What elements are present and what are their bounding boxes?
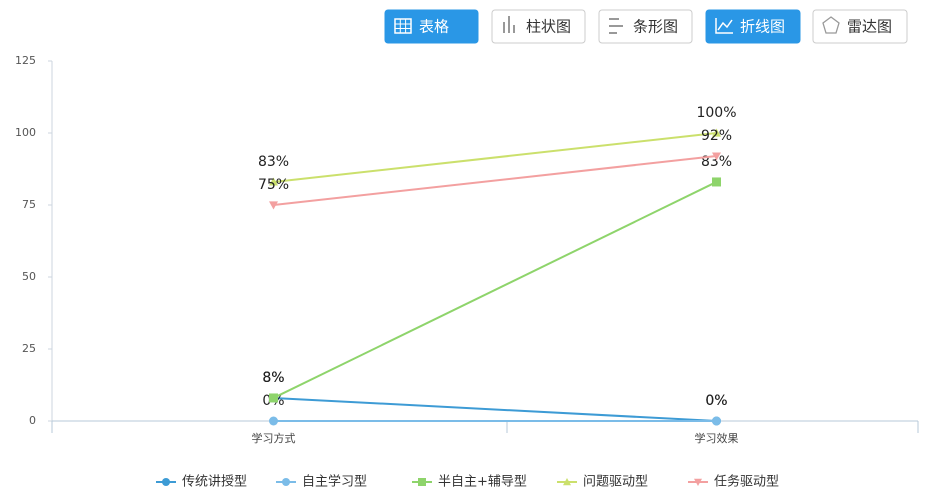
- data-label: 75%: [258, 177, 289, 193]
- data-label: 8%: [262, 370, 284, 386]
- legend-label: 问题驱动型: [583, 475, 648, 490]
- legend-item[interactable]: 自主学习型: [276, 474, 367, 490]
- legend-item[interactable]: 半自主+辅导型: [412, 475, 527, 490]
- icon: [395, 19, 411, 33]
- x-tick-label: 学习效果: [695, 431, 739, 445]
- button-label: 雷达图: [847, 18, 892, 36]
- toolbar-button[interactable]: 折线图: [705, 9, 801, 44]
- marker: [282, 478, 290, 486]
- marker: [162, 478, 170, 486]
- button-label: 表格: [419, 18, 449, 36]
- marker: [269, 177, 278, 186]
- y-tick-label: 0: [29, 414, 36, 427]
- legend-label: 半自主+辅导型: [438, 475, 527, 490]
- icon: [822, 16, 840, 34]
- marker: [694, 478, 702, 486]
- button-bg: [705, 9, 801, 44]
- legend-label: 传统讲授型: [182, 475, 247, 490]
- data-label: 0%: [705, 393, 727, 409]
- data-label: 83%: [258, 154, 289, 170]
- button-bg: [598, 9, 693, 44]
- button-bg: [812, 9, 908, 44]
- data-label: 92%: [701, 128, 732, 144]
- marker: [269, 393, 278, 403]
- toolbar-button[interactable]: 雷达图: [812, 9, 908, 44]
- toolbar-button[interactable]: 条形图: [598, 9, 693, 44]
- button-label: 柱状图: [526, 18, 571, 36]
- data-label: 83%: [701, 154, 732, 170]
- icon: [609, 18, 623, 34]
- button-bg: [491, 9, 586, 44]
- toolbar-button[interactable]: 柱状图: [491, 9, 586, 44]
- series-line: [273, 181, 717, 399]
- marker: [712, 177, 721, 187]
- button-label: 条形图: [633, 18, 678, 36]
- button-label: 折线图: [740, 18, 785, 36]
- legend-label: 自主学习型: [302, 474, 367, 490]
- marker: [712, 128, 721, 137]
- marker: [712, 416, 721, 426]
- legend-item[interactable]: 问题驱动型: [557, 475, 648, 490]
- series-line: [273, 396, 717, 422]
- y-tick-label: 25: [22, 342, 36, 355]
- data-label: 8%: [262, 370, 284, 386]
- icon: [394, 18, 412, 34]
- marker: [269, 416, 278, 426]
- toolbar-button[interactable]: 表格: [384, 9, 479, 44]
- marker: [563, 478, 571, 486]
- legend-item[interactable]: 任务驱动型: [688, 474, 779, 490]
- legend-label: 任务驱动型: [714, 474, 779, 490]
- marker: [418, 478, 426, 486]
- marker: [712, 152, 721, 161]
- x-tick-label: 学习方式: [252, 431, 296, 445]
- y-tick-label: 100: [15, 126, 36, 139]
- marker: [269, 201, 278, 210]
- data-label: 0%: [705, 393, 727, 409]
- y-tick-label: 50: [22, 270, 36, 283]
- y-tick-label: 125: [15, 54, 36, 67]
- legend-item[interactable]: 传统讲授型: [156, 475, 247, 490]
- icon: [715, 18, 733, 34]
- series-line: [273, 132, 717, 183]
- series-line: [273, 155, 717, 206]
- data-label: 100%: [696, 105, 736, 121]
- y-tick-label: 75: [22, 198, 36, 211]
- icon: [503, 16, 515, 33]
